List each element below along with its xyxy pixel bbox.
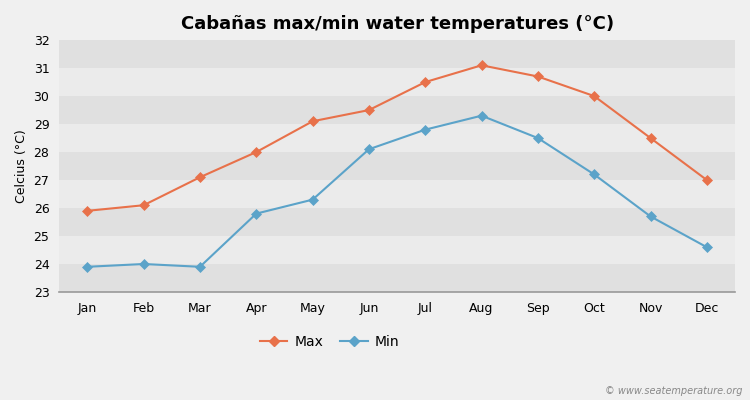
Bar <box>59 68 735 96</box>
Min <box>533 136 542 140</box>
Min <box>196 264 205 269</box>
Line: Min: Min <box>83 112 711 271</box>
Max <box>252 150 261 154</box>
Title: Cabañas max/min water temperatures (°C): Cabañas max/min water temperatures (°C) <box>181 15 614 33</box>
Min <box>364 147 374 152</box>
Max <box>702 178 711 182</box>
Bar <box>59 180 735 208</box>
Max <box>82 208 92 213</box>
Max <box>140 203 148 208</box>
Max <box>421 80 430 84</box>
Legend: Max, Min: Max, Min <box>254 329 405 354</box>
Min <box>646 214 655 219</box>
Bar <box>59 124 735 152</box>
Bar <box>59 152 735 180</box>
Max <box>196 175 205 180</box>
Line: Max: Max <box>83 62 711 215</box>
Min <box>590 172 598 177</box>
Min <box>252 211 261 216</box>
Min <box>702 245 711 250</box>
Bar <box>59 40 735 68</box>
Min <box>421 127 430 132</box>
Min <box>477 113 486 118</box>
Min <box>82 264 92 269</box>
Max <box>308 119 317 124</box>
Max <box>477 63 486 68</box>
Min <box>140 262 148 266</box>
Bar <box>59 236 735 264</box>
Text: © www.seatemperature.org: © www.seatemperature.org <box>605 386 742 396</box>
Max <box>646 136 655 140</box>
Max <box>590 94 598 98</box>
Bar <box>59 264 735 292</box>
Y-axis label: Celcius (°C): Celcius (°C) <box>15 129 28 203</box>
Bar <box>59 208 735 236</box>
Min <box>308 197 317 202</box>
Bar <box>59 96 735 124</box>
Max <box>533 74 542 79</box>
Max <box>364 108 374 112</box>
